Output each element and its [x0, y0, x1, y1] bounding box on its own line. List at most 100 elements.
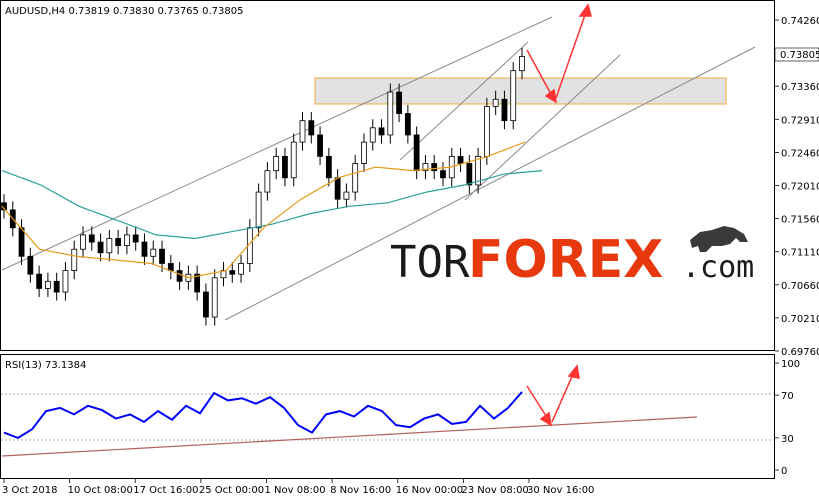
candle: [290, 133, 297, 187]
candle-body: [325, 155, 332, 179]
candle-body: [159, 248, 165, 264]
price-axis: 0.74260 0.73805 0.73360 0.72910 0.72460 0.720…: [775, 16, 819, 358]
price-panel-frame: [0, 0, 775, 351]
candle: [27, 247, 34, 283]
candle: [440, 162, 446, 187]
channel-lines: [1, 16, 756, 321]
candle-body: [440, 170, 446, 179]
candle: [44, 272, 51, 298]
candle: [273, 147, 280, 180]
time-tick-label: 17 Oct 16:00: [133, 485, 198, 496]
candle: [519, 47, 525, 80]
candle-body: [492, 98, 499, 107]
candle: [343, 183, 350, 208]
candle-body: [53, 280, 60, 293]
candle: [361, 133, 367, 173]
candle: [132, 226, 139, 251]
candle-body: [387, 91, 394, 136]
candle: [71, 240, 78, 280]
candle: [115, 229, 122, 255]
candle: [150, 240, 157, 265]
candle: [510, 62, 517, 130]
candle: [264, 162, 271, 201]
candle-body: [483, 105, 490, 157]
candle-body: [106, 238, 113, 254]
channel-upper-line: [1, 16, 553, 271]
candle: [211, 269, 218, 326]
candle-body: [308, 120, 315, 136]
candle-body: [510, 70, 517, 122]
candle: [378, 119, 385, 144]
rsi-line: [3, 391, 523, 440]
candle-body: [334, 177, 341, 200]
ma-slow-line: [1, 170, 543, 240]
candle-body: [255, 191, 262, 229]
watermark-logo: TOR FOREX .com: [390, 226, 754, 290]
time-tick-label: 23 Nov 08:00: [461, 485, 528, 496]
price-tick-label: 0.70210: [781, 314, 819, 325]
candle: [18, 219, 25, 265]
channel-lower-line: [224, 46, 756, 321]
watermark-forex: FOREX: [468, 230, 663, 290]
rsi-tick-label: 70: [781, 391, 794, 402]
candle-body: [475, 155, 482, 186]
candle: [483, 97, 490, 165]
time-tick-label: 25 Oct 00:00: [199, 485, 264, 496]
ma-fast-line: [1, 141, 526, 279]
candle-body: [176, 270, 183, 282]
candle-body: [299, 120, 306, 143]
candle-body: [229, 270, 236, 275]
candle: [387, 83, 394, 144]
candles-layer: [1, 47, 525, 326]
watermark-tor: TOR: [390, 237, 470, 288]
candle: [80, 226, 86, 258]
candle-body: [124, 234, 130, 247]
candle: [475, 147, 482, 194]
price-tick-label: 0.73360: [781, 82, 819, 93]
candle-body: [203, 291, 209, 318]
candle-body: [211, 277, 218, 318]
candle: [492, 90, 499, 115]
rsi-tick-label: 100: [781, 359, 800, 370]
price-tick-label: 0.69760: [781, 347, 819, 358]
watermark-com: .com: [682, 250, 754, 285]
candle: [194, 265, 201, 301]
candle-body: [352, 163, 359, 193]
time-tick-label: 10 Oct 08:00: [68, 485, 133, 496]
resistance-zone: [314, 77, 727, 105]
candle: [317, 126, 323, 165]
price-tick-label: 0.70660: [781, 281, 819, 292]
candle-body: [501, 98, 508, 122]
candle-body: [44, 280, 51, 289]
current-price-tag: 0.73805: [774, 47, 819, 62]
candle: [53, 272, 60, 301]
rsi-tick-label: 0: [781, 466, 787, 477]
candle-body: [1, 202, 7, 211]
candle: [282, 147, 288, 187]
candle-body: [396, 91, 402, 114]
time-tick-label: 8 Nov 16:00: [330, 485, 391, 496]
forecast-arrow-rsi: [526, 364, 580, 427]
forecast-arrow-price: [526, 3, 592, 104]
candle: [255, 183, 262, 237]
candle-body: [422, 163, 429, 172]
rsi-axis: 100 70 30 0: [775, 359, 800, 477]
candle: [176, 262, 183, 290]
candle-body: [167, 263, 174, 272]
channel-inner-upper-line: [399, 41, 529, 161]
candle: [431, 154, 438, 180]
candle: [88, 226, 95, 251]
price-tick-label: 0.72010: [781, 182, 819, 193]
candle-body: [88, 234, 95, 243]
candle: [501, 90, 508, 130]
candle: [106, 229, 113, 262]
rsi-trendline: [1, 416, 698, 457]
candle-body: [238, 263, 244, 275]
candle-body: [150, 248, 157, 257]
svg-text:0.73805: 0.73805: [780, 50, 819, 61]
rsi-tick-label: 30: [781, 434, 794, 445]
time-tick-label: 3 Oct 2018: [2, 485, 57, 496]
symbol-header: AUDUSD,H4 0.73819 0.73830 0.73765 0.7380…: [5, 6, 243, 17]
candle: [1, 194, 7, 219]
